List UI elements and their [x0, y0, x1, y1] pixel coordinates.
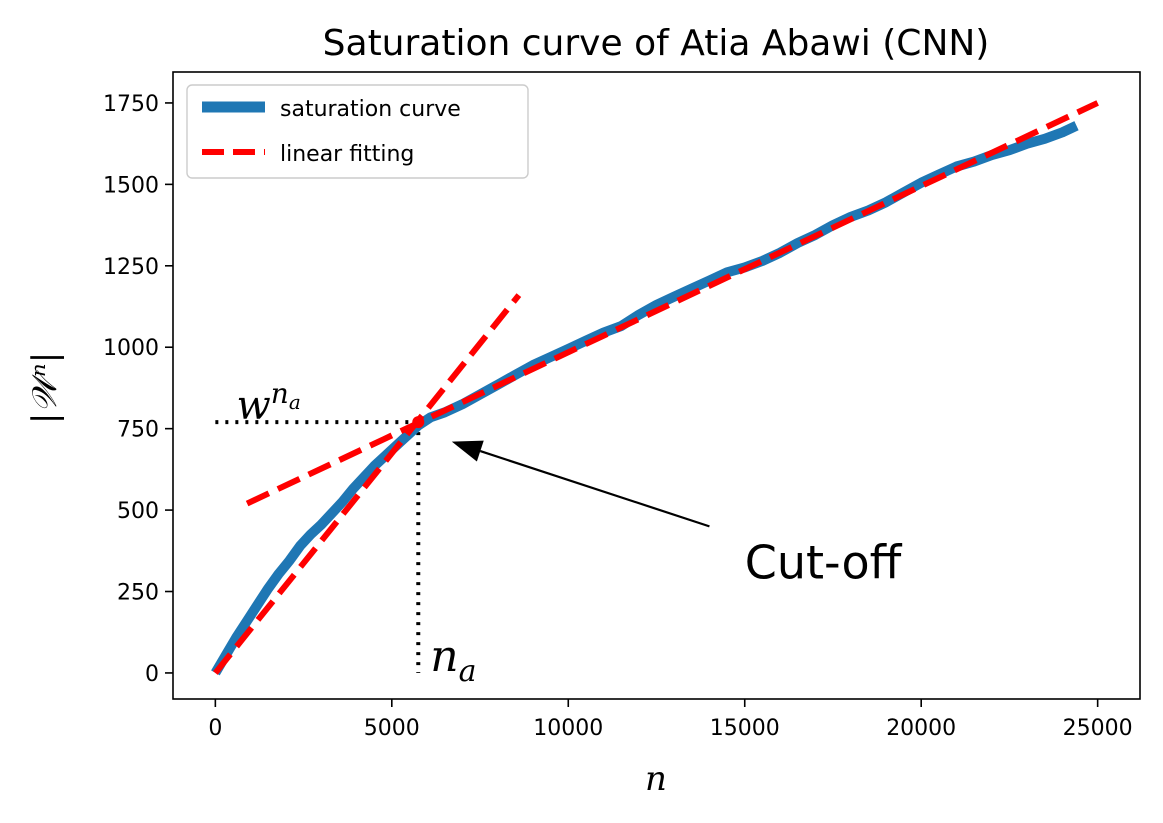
series-layer	[211, 100, 1099, 676]
y-tick-label: 500	[117, 499, 159, 524]
cutoff-arrow-head	[451, 440, 484, 462]
legend-label-linear-fitting: linear fitting	[280, 142, 414, 167]
y-tick-label: 0	[145, 662, 159, 687]
legend-box	[186, 84, 529, 179]
series-line-linear-fitting-2	[245, 100, 1099, 507]
x-tick-label: 5000	[364, 716, 420, 741]
annotation-layer: Cut-off na wna	[237, 377, 903, 689]
y-axis-label: |𝒲ⁿ|	[25, 352, 65, 424]
legend-label-saturation-curve: saturation curve	[280, 97, 461, 122]
x-tick-label: 10000	[533, 716, 603, 741]
x-axis-ticks: 0 5000 10000 15000 20000 25000	[208, 699, 1133, 741]
chart-title: Saturation curve of Atia Abawi (CNN)	[323, 23, 990, 64]
y-axis-ticks: 0 250 500 750 1000 1250 1500 1750	[103, 92, 173, 687]
legend: saturation curve linear fitting	[186, 84, 529, 179]
x-axis-label: n	[645, 759, 667, 799]
cutoff-point-marker	[412, 416, 425, 429]
y-tick-label: 250	[117, 581, 159, 606]
x-tick-label: 15000	[710, 716, 780, 741]
y-tick-label: 1000	[103, 336, 159, 361]
x-tick-label: 25000	[1063, 716, 1133, 741]
na-label: na	[430, 631, 476, 689]
y-tick-label: 1750	[103, 92, 159, 117]
cutoff-arrow-shaft	[479, 450, 710, 528]
series-line-linear-fitting-1	[213, 293, 522, 675]
y-tick-label: 1250	[103, 255, 159, 280]
cutoff-label: Cut-off	[745, 535, 903, 589]
y-tick-label: 1500	[103, 173, 159, 198]
w-na-label: wna	[237, 377, 301, 429]
x-tick-label: 0	[208, 716, 222, 741]
x-tick-label: 20000	[886, 716, 956, 741]
y-tick-label: 750	[117, 418, 159, 443]
plot-area	[172, 71, 1141, 700]
series-line-saturation-curve	[211, 121, 1079, 676]
